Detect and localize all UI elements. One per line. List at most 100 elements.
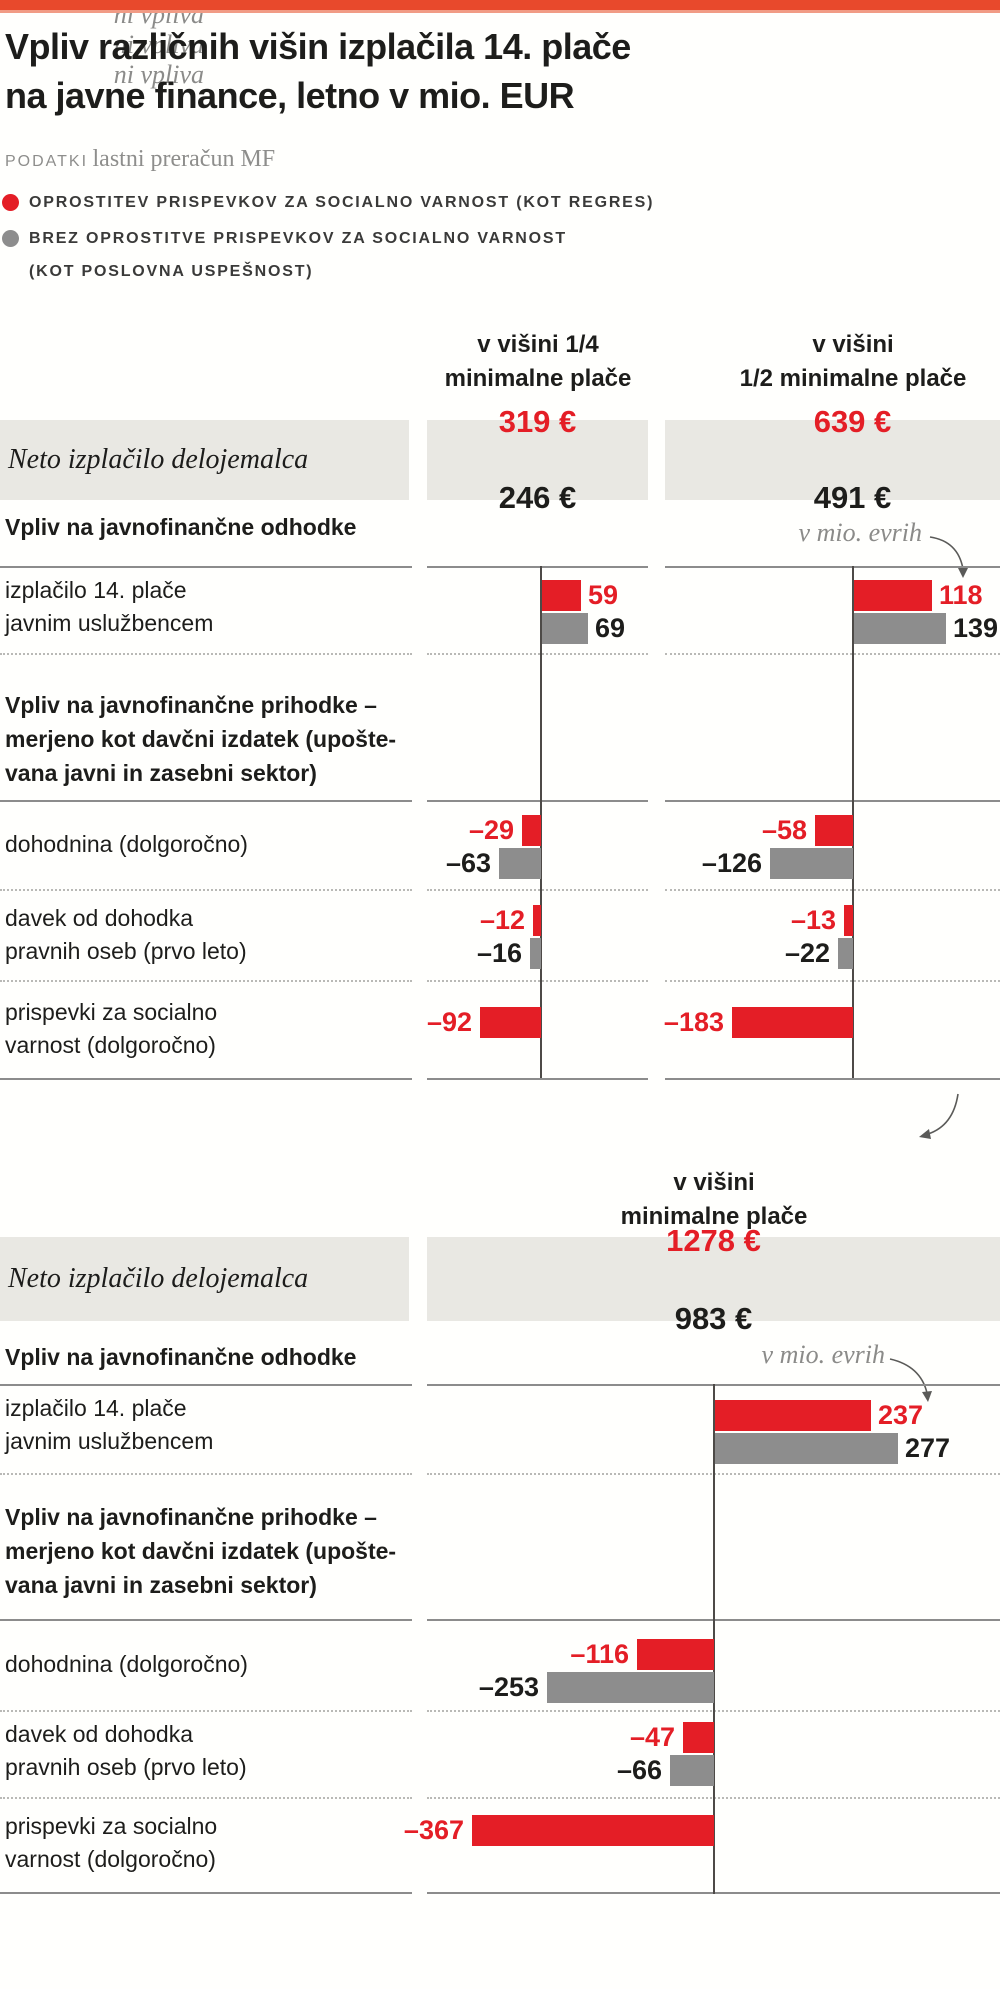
source-value: lastni preračun MF [92,146,276,172]
chart-layer: 59 69 –29 –63 –12 –16 –92 ni vpliva 118 139 –58 –12… [0,0,1000,1894]
bar-value-label: –92 [426,1007,472,1037]
separator-line [0,1892,412,1894]
bar-value-label: –66 [616,1755,662,1785]
bar-red [472,1815,714,1846]
bar-value-label: –183 [663,1007,724,1037]
row-label-dohodnina: dohodnina (dolgoročno) [5,1651,248,1677]
neto-value-red: 319 € [498,404,577,439]
dotted-separator-line [665,653,1000,655]
bar-value-label: –47 [629,1722,675,1752]
bar-value-label: –13 [790,905,836,935]
source-label: PODATKI [5,153,89,170]
bar-gray [770,848,853,879]
bar-gray [715,1433,898,1464]
separator-line [427,566,648,568]
column-header-min-wage: v višini minimalne plače [620,1169,808,1230]
bar-value-label: –253 [478,1672,539,1702]
bar-value-label: –29 [468,815,514,845]
section-header-odhodki: Vpliv na javnofinančne odhodke [5,514,357,540]
neto-value-black: 491 € [813,480,892,515]
neto-value-box-quarter: 319 € 246 € [427,404,648,515]
separator-line [427,1078,648,1080]
row-label-izplacilo: izplačilo 14. plače javnim uslužbencem [5,1395,214,1454]
bar-red [715,1400,871,1431]
separator-line [427,800,648,802]
dotted-separator-line [0,653,412,655]
bar-red [732,1007,853,1038]
column-header-half-min-wage: v višini 1/2 minimalne plače [739,331,967,392]
bar-value-label: –63 [445,848,491,878]
dotted-separator-line [665,980,1000,982]
bar-red [637,1639,714,1670]
bar-red [542,580,581,611]
legend-item-oprostitev: OPROSTITEV PRISPEVKOV ZA SOCIALNO VARNOS… [2,186,862,219]
top-accent-bar [0,0,1000,13]
neto-label: Neto izplačilo delojemalca [8,444,309,475]
bar-value-label: –58 [761,815,807,845]
section-header-odhodki: Vpliv na javnofinančne odhodke [5,1344,357,1370]
dotted-separator-line [0,1797,412,1799]
bar-gray [542,613,588,644]
bar-gray [530,938,541,969]
neto-label: Neto izplačilo delojemalca [8,1263,309,1294]
bar-value-label: 139 [953,613,999,643]
separator-line [665,566,1000,568]
row-label-dohodnina: dohodnina (dolgoročno) [5,831,248,857]
zero-axis-line [713,1384,715,1894]
legend-label: BREZ OPROSTITVE PRISPEVKOV ZA SOCIALNO V… [29,230,567,280]
row-label-prispevki: prispevki za socialno varnost (dolgoročn… [5,999,218,1058]
separator-line [0,566,412,568]
separator-line [0,1619,412,1621]
gray-dot-icon [2,230,19,247]
legend-label: OPROSTITEV PRISPEVKOV ZA SOCIALNO VARNOS… [29,194,655,211]
neto-value-black: 983 € [674,1300,753,1336]
neto-value-box-full: 1278 € 983 € [427,1223,1000,1336]
bar-value-label: 277 [905,1433,951,1463]
bar-value-label: –126 [701,848,762,878]
separator-line [665,800,1000,802]
bar-gray [854,613,946,644]
red-dot-icon [2,194,19,211]
dotted-separator-line [427,653,648,655]
source-line: PODATKI lastni preračun MF [5,146,275,173]
neto-value-box-half: 639 € 491 € [665,404,1000,515]
bar-value-label: –16 [476,938,522,968]
row-label-izplacilo: izplačilo 14. plače javnim uslužbencem [5,577,214,636]
row-label-prispevki: prispevki za socialno varnost (dolgoročn… [5,1813,218,1872]
neto-row-band: Neto izplačilo delojemalca [0,1237,409,1321]
neto-value-red: 1278 € [666,1222,761,1258]
neto-row-band: Neto izplačilo delojemalca [0,420,409,500]
unit-note-arrow-icon [889,1358,932,1402]
unit-note: v mio. evrih [798,518,922,547]
bar-red [522,815,541,846]
section-continuation-arrow-icon [919,1093,959,1139]
bar-value-label: 118 [939,580,983,610]
dotted-separator-line [0,980,412,982]
unit-note: v mio. evrih [761,1340,885,1369]
bar-red [844,905,853,936]
row-label-davek: davek od dohodka pravnih oseb (prvo leto… [5,905,247,964]
section-header-prihodki: Vpliv na javnofinančne prihodke – merjen… [5,1504,397,1598]
bar-red [854,580,932,611]
zero-axis-line [540,566,542,1078]
dotted-separator-line [0,1473,412,1475]
dotted-separator-line [665,889,1000,891]
bar-gray [670,1755,714,1786]
bar-gray [499,848,541,879]
no-impact-note: ni vpliva [113,60,204,89]
column-header-quarter-min-wage: v višini 1/4 minimalne plače [444,331,632,392]
bar-gray [547,1672,714,1703]
bar-value-label: 59 [588,580,619,610]
dotted-separator-line [0,1710,412,1712]
bar-red [683,1722,714,1753]
separator-line [0,1078,412,1080]
separator-line [0,800,412,802]
neto-value-black: 246 € [498,480,577,515]
bar-value-label: 237 [878,1400,924,1430]
bar-red [815,815,853,846]
bar-red [533,905,541,936]
unit-note-arrow-icon [929,536,968,578]
page-title: Vpliv različnih višin izplačila 14. plač… [5,26,631,116]
bar-value-label: –12 [479,905,525,935]
